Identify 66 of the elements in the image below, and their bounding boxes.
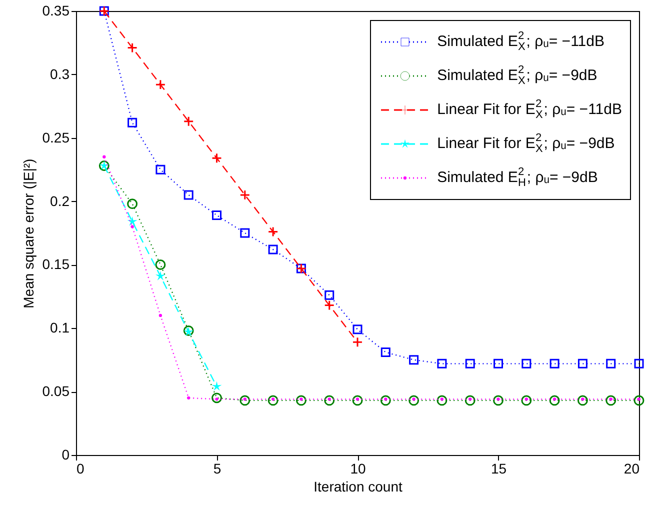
point [184, 190, 194, 200]
point [156, 164, 166, 174]
x-tick-label: 10 [350, 460, 366, 476]
point [268, 244, 278, 254]
point [127, 42, 138, 54]
point [380, 347, 390, 357]
point [352, 395, 363, 406]
x-tick-label: 20 [624, 460, 640, 476]
point [187, 396, 190, 400]
y-tick-label: 0.1 [50, 320, 70, 336]
x-tick-label: 15 [490, 460, 507, 476]
point [352, 324, 362, 334]
point [212, 210, 222, 220]
point [549, 395, 560, 406]
point [606, 358, 616, 368]
point [408, 395, 420, 406]
point [127, 216, 138, 226]
point [212, 381, 222, 391]
point [577, 395, 588, 406]
point [240, 190, 250, 200]
point [128, 118, 138, 128]
point [183, 116, 194, 127]
point [606, 395, 616, 406]
point [155, 79, 166, 90]
point [240, 395, 250, 406]
point [437, 358, 447, 368]
y-tick-label: 0.2 [50, 192, 70, 209]
point [324, 300, 335, 311]
point [493, 395, 504, 406]
point [324, 395, 335, 406]
point [409, 355, 419, 365]
point [324, 290, 334, 300]
point [155, 260, 166, 270]
point [130, 225, 134, 228]
y-axis-title: Mean square error (|E|²) [20, 158, 36, 308]
point [380, 395, 391, 406]
y-tick-label: 0.15 [42, 256, 70, 272]
x-tick-label: 0 [76, 460, 84, 476]
y-tick-label: 0.3 [50, 66, 70, 82]
x-axis-title: Iteration count [314, 478, 402, 494]
y-tick-label: 0.05 [42, 383, 70, 400]
y-tick-label: 0.35 [42, 2, 70, 18]
y-tick-label: 0.25 [42, 129, 70, 146]
point [102, 155, 106, 158]
x-tick-label: 5 [213, 460, 222, 476]
point [240, 228, 250, 238]
point [212, 392, 222, 404]
point [634, 395, 644, 406]
point [268, 395, 278, 406]
point [155, 270, 166, 280]
point [494, 358, 503, 368]
y-tick-label: 0 [62, 446, 70, 462]
point [158, 314, 162, 318]
point [127, 198, 138, 210]
point [521, 395, 532, 406]
point [296, 395, 306, 406]
point [436, 395, 448, 406]
point [464, 395, 476, 406]
point [212, 152, 222, 164]
point [268, 226, 278, 237]
point [550, 358, 560, 368]
point [465, 358, 475, 368]
point [522, 358, 532, 368]
point [634, 358, 644, 368]
point [352, 336, 363, 348]
point [578, 358, 588, 368]
